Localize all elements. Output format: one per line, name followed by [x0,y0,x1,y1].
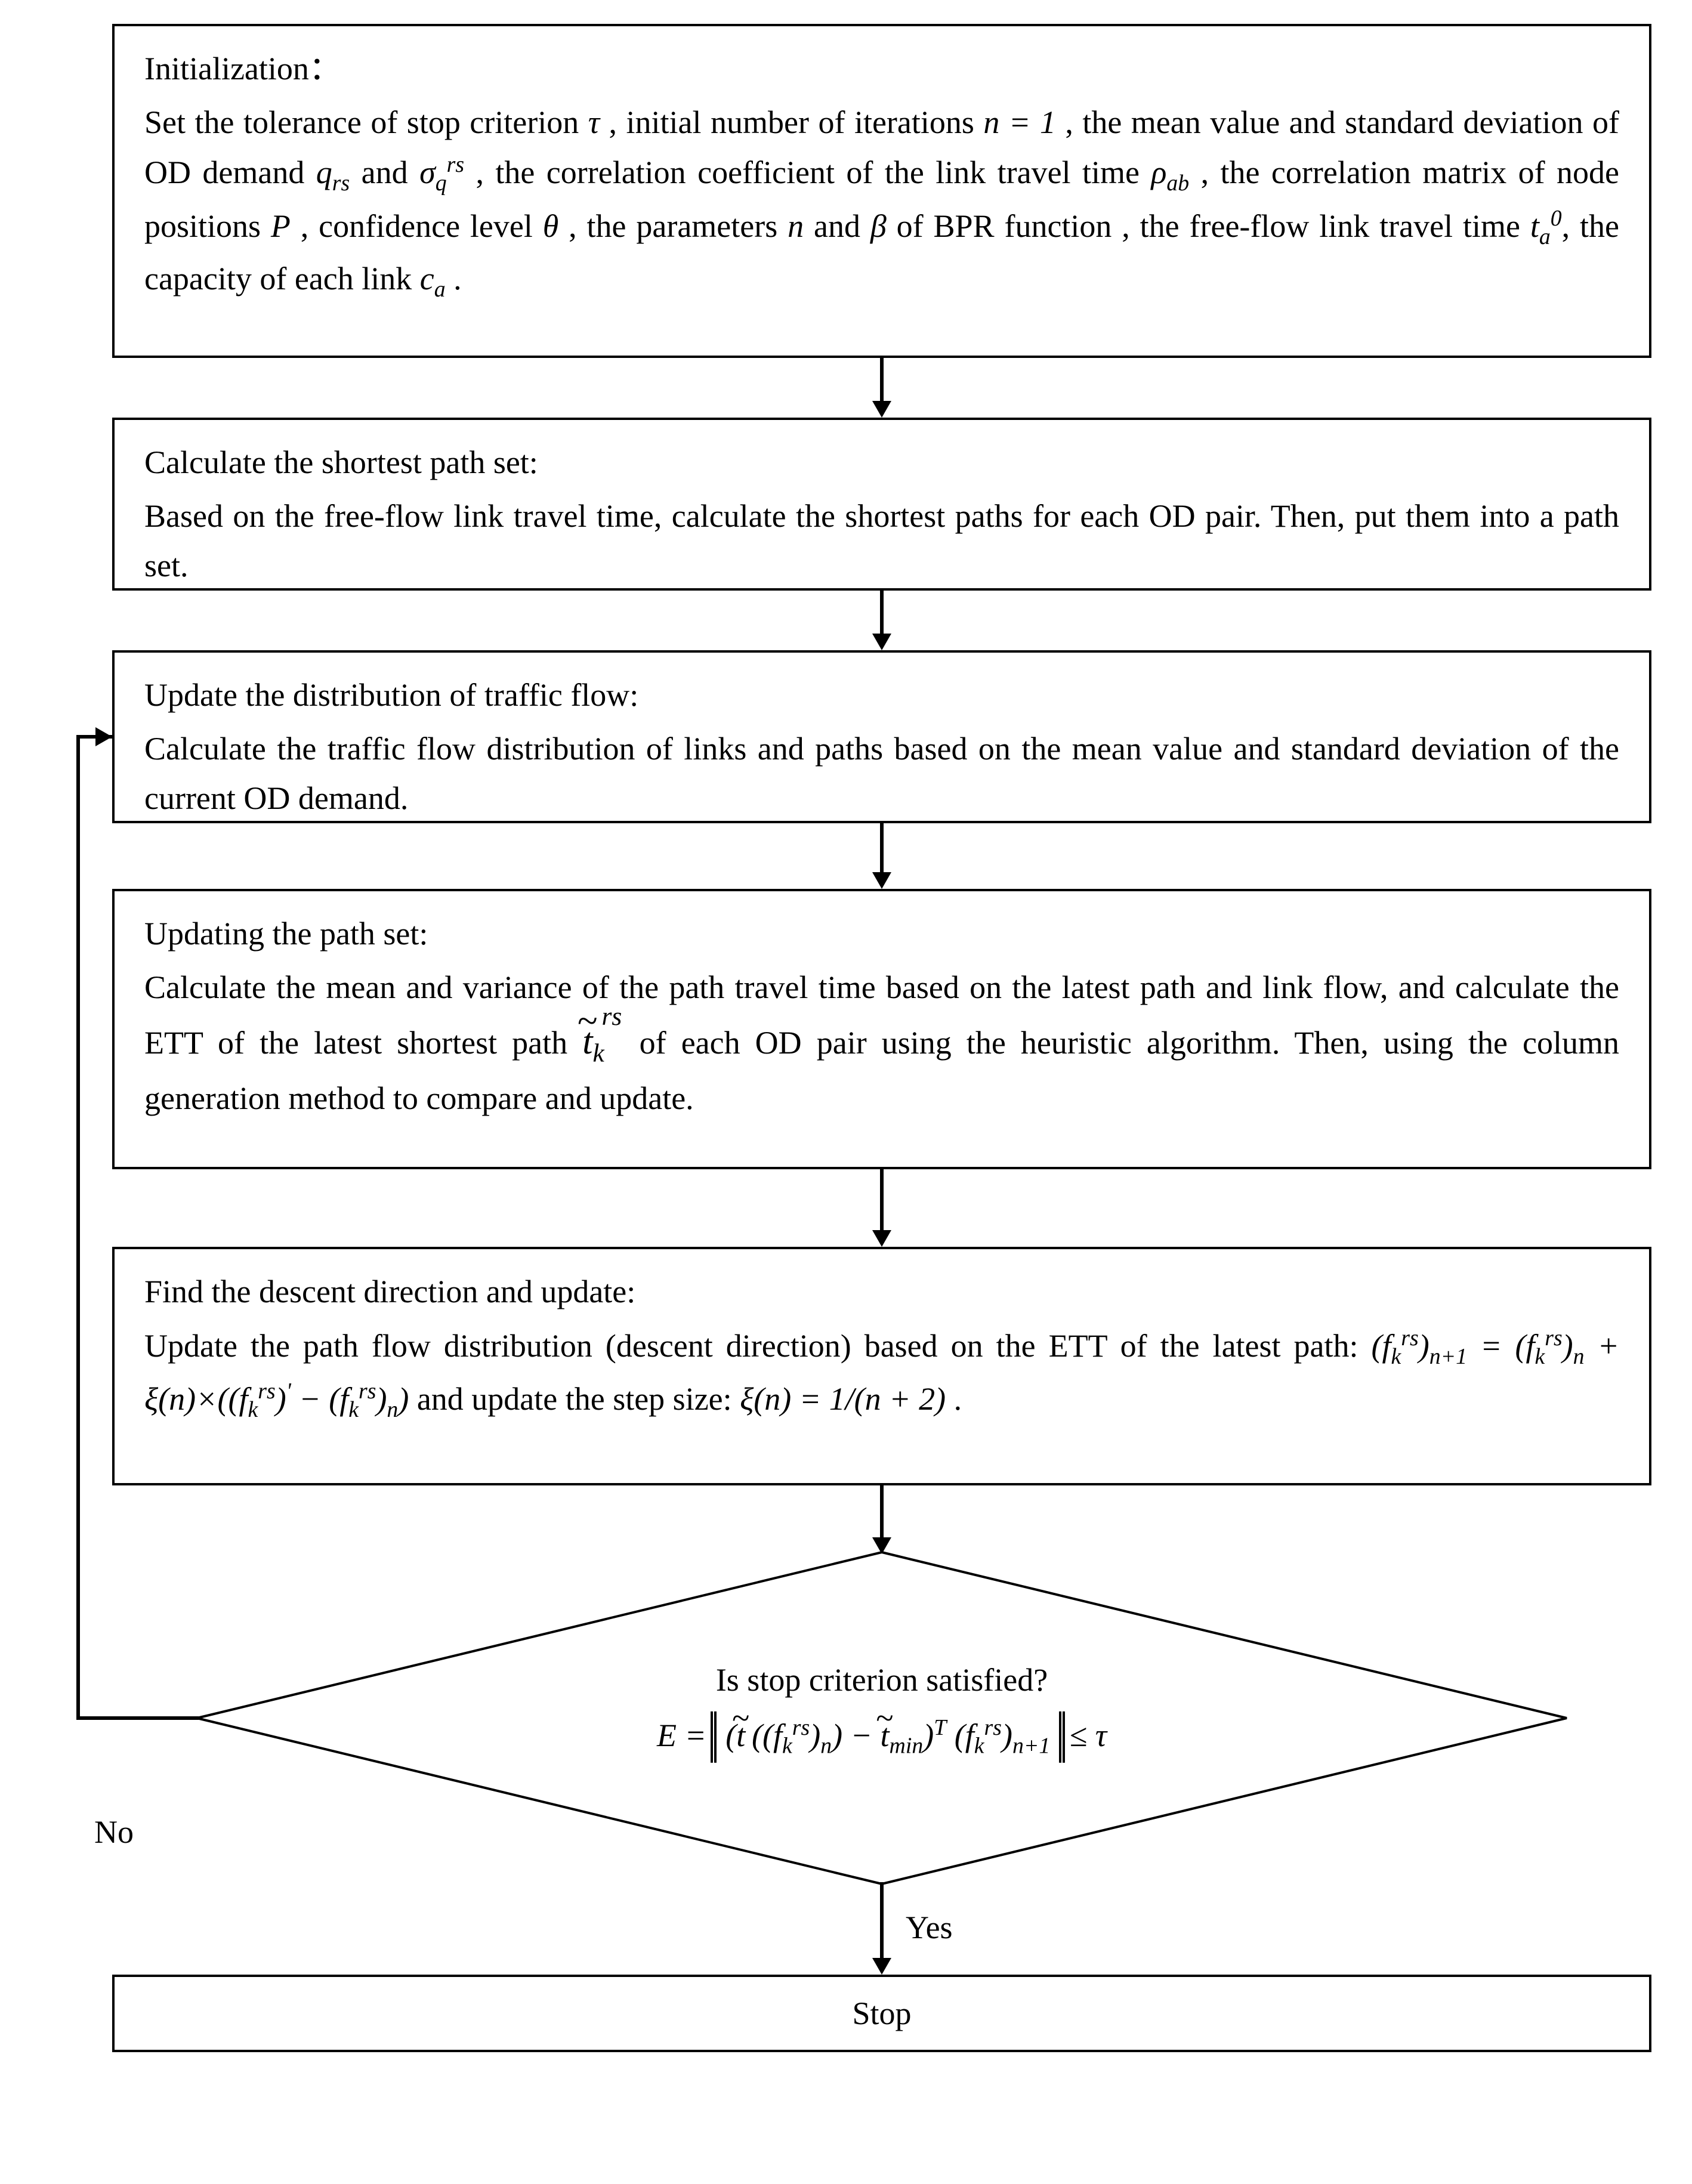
updatepath-body: Calculate the mean and variance of the p… [144,969,1619,1116]
connector-2 [880,591,884,634]
yes-label: Yes [906,1909,953,1946]
decision-content: Is stop criterion satisfied? E = (~t ((f… [196,1657,1568,1763]
connector-1 [880,358,884,401]
updatepath-title: Updating the path set: [144,909,1619,959]
box-shortest-path: Calculate the shortest path set: Based o… [112,418,1651,591]
updateflow-title: Update the distribution of traffic flow: [144,671,1619,721]
no-label: No [94,1814,134,1851]
arrow-1 [872,401,891,418]
descent-body: Update the path flow distribution (desce… [144,1328,1619,1417]
arrow-3 [872,872,891,889]
arrow-2 [872,634,891,650]
updateflow-body: Calculate the traffic flow distribution … [144,731,1619,817]
init-title: Initialization： [144,44,1619,94]
init-body: Set the tolerance of stop criterion τ , … [144,104,1619,296]
box-update-flow: Update the distribution of traffic flow:… [112,650,1651,823]
stop-label: Stop [852,1995,911,2032]
loop-v [76,735,80,1720]
descent-title: Find the descent direction and update: [144,1267,1619,1317]
connector-5 [880,1485,884,1537]
connector-3 [880,823,884,872]
loop-arrow [95,727,112,746]
box-descent: Find the descent direction and update: U… [112,1247,1651,1485]
shortest-body: Based on the free-flow link travel time,… [144,498,1619,584]
loop-h1 [76,1716,199,1720]
arrow-4 [872,1230,891,1247]
box-initialization: Initialization： Set the tolerance of sto… [112,24,1651,358]
decision-equation: E = (~t ((fkrs)n) − ~tmin)T (fkrs)n+1 ≤ … [196,1712,1568,1763]
shortest-title: Calculate the shortest path set: [144,438,1619,488]
connector-6 [880,1882,884,1958]
decision-diamond: Is stop criterion satisfied? E = (~t ((f… [196,1551,1568,1885]
box-stop: Stop [112,1975,1651,2052]
arrow-6 [872,1958,891,1975]
connector-4 [880,1169,884,1230]
box-update-path: Updating the path set: Calculate the mea… [112,889,1651,1169]
